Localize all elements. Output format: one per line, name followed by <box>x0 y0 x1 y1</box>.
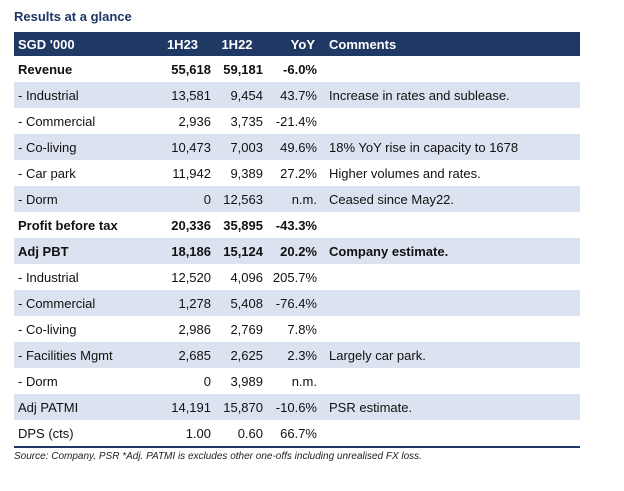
cell-1h22: 3,989 <box>230 373 263 389</box>
table-header-row: SGD '000 1H23 1H22 YoY Comments <box>14 32 580 56</box>
table-row: - Commercial 2,936 3,735 -21.4% <box>14 108 580 134</box>
cell-yoy: -21.4% <box>275 113 317 129</box>
table-row: Profit before tax 20,336 35,895 -43.3% <box>14 212 580 238</box>
cell-1h22: 59,181 <box>223 61 263 77</box>
row-label: - Car park <box>18 165 76 181</box>
table-row: Adj PATMI 14,191 15,870 -10.6% PSR estimate. <box>14 394 580 420</box>
cell-1h23: 2,685 <box>178 347 211 363</box>
cell-1h22: 9,454 <box>230 87 263 103</box>
cell-1h23: 14,191 <box>171 399 211 415</box>
cell-comment: PSR estimate. <box>329 399 413 415</box>
cell-yoy: -10.6% <box>275 399 317 415</box>
cell-yoy: 7.8% <box>287 321 317 337</box>
cell-comment: Largely car park. <box>329 347 426 363</box>
row-label: - Industrial <box>18 87 79 103</box>
cell-1h22: 0.60 <box>237 425 263 441</box>
cell-1h23: 2,936 <box>178 113 211 129</box>
table-row: Revenue 55,618 59,181 -6.0% <box>14 56 580 82</box>
table-row: - Co-living 10,473 7,003 49.6% 18% YoY rise … <box>14 134 580 160</box>
cell-1h23: 1,278 <box>178 295 211 311</box>
cell-1h22: 9,389 <box>230 165 263 181</box>
header-cell-1h23: 1H23 <box>166 36 199 52</box>
row-label: - Commercial <box>18 295 96 311</box>
header-cell-label: SGD '000 <box>18 36 75 52</box>
table-row: - Co-living 2,986 2,769 7.8% <box>14 316 580 342</box>
row-label: - Dorm <box>18 191 58 207</box>
cell-yoy: -76.4% <box>275 295 317 311</box>
table-row: - Facilities Mgmt 2,685 2,625 2.3% Largely c… <box>14 342 580 368</box>
cell-yoy: 49.6% <box>280 139 317 155</box>
cell-1h22: 4,096 <box>230 269 263 285</box>
row-label: Profit before tax <box>18 217 118 233</box>
row-label: - Dorm <box>18 373 58 389</box>
cell-comment: Ceased since May22. <box>329 191 455 207</box>
cell-comment: 18% YoY rise in capacity to 1678 <box>329 139 519 155</box>
cell-yoy: 27.2% <box>280 165 317 181</box>
cell-1h23: 0 <box>203 373 211 389</box>
cell-yoy: 2.3% <box>287 347 317 363</box>
cell-1h23: 12,520 <box>171 269 211 285</box>
table-title: Results at a glance <box>14 9 132 24</box>
cell-1h22: 5,408 <box>230 295 263 311</box>
cell-1h23: 10,473 <box>171 139 211 155</box>
table-row: - Car park 11,942 9,389 27.2% Higher volumes… <box>14 160 580 186</box>
header-cell-comments: Comments <box>329 36 397 52</box>
cell-comment: Higher volumes and rates. <box>329 165 481 181</box>
cell-yoy: n.m. <box>291 373 317 389</box>
cell-comment: Increase in rates and sublease. <box>329 87 510 103</box>
cell-yoy: 20.2% <box>280 243 317 259</box>
cell-1h23: 18,186 <box>171 243 211 259</box>
cell-1h23: 1.00 <box>185 425 211 441</box>
cell-yoy: n.m. <box>291 191 317 207</box>
table-bottom-rule <box>14 446 580 448</box>
table-row: Adj PBT 18,186 15,124 20.2% Company estimate… <box>14 238 580 264</box>
cell-yoy: 205.7% <box>272 269 317 285</box>
cell-yoy: -6.0% <box>283 61 317 77</box>
row-label: DPS (cts) <box>18 425 74 441</box>
cell-1h22: 2,769 <box>230 321 263 337</box>
row-label: Adj PATMI <box>18 399 79 415</box>
table-row: DPS (cts) 1.00 0.60 66.7% <box>14 420 580 446</box>
row-label: - Co-living <box>18 139 77 155</box>
cell-1h23: 20,336 <box>171 217 211 233</box>
cell-1h22: 2,625 <box>230 347 263 363</box>
cell-1h23: 2,986 <box>178 321 211 337</box>
table-row: - Dorm 0 12,563 n.m. Ceased since May22. <box>14 186 580 212</box>
row-label: - Commercial <box>18 113 96 129</box>
cell-1h23: 13,581 <box>171 87 211 103</box>
table-row: - Dorm 0 3,989 n.m. <box>14 368 580 394</box>
cell-1h23: 11,942 <box>172 165 211 181</box>
table-row: - Industrial 13,581 9,454 43.7% Increase in … <box>14 82 580 108</box>
results-table: SGD '000 1H23 1H22 YoY Comments Revenue 5… <box>14 32 580 448</box>
row-label: Adj PBT <box>18 243 69 259</box>
cell-yoy: 43.7% <box>280 87 317 103</box>
cell-1h22: 15,124 <box>223 243 263 259</box>
cell-1h22: 7,003 <box>230 139 263 155</box>
table-row: - Commercial 1,278 5,408 -76.4% <box>14 290 580 316</box>
table-body: Revenue 55,618 59,181 -6.0% - Industrial 13,5… <box>14 56 580 446</box>
header-cell-yoy: YoY <box>290 36 315 52</box>
row-label: Revenue <box>18 61 73 77</box>
cell-1h22: 12,563 <box>223 191 263 207</box>
cell-1h23: 55,618 <box>171 61 211 77</box>
row-label: - Industrial <box>18 269 79 285</box>
header-cell-1h22: 1H22 <box>221 36 253 52</box>
cell-yoy: -43.3% <box>275 217 317 233</box>
cell-comment: Company estimate. <box>329 243 449 259</box>
table-row: - Industrial 12,520 4,096 205.7% <box>14 264 580 290</box>
cell-1h23: 0 <box>203 191 211 207</box>
row-label: - Facilities Mgmt <box>18 347 113 363</box>
cell-1h22: 3,735 <box>230 113 263 129</box>
cell-1h22: 15,870 <box>223 399 263 415</box>
source-note: Source: Company, PSR *Adj. PATMI is excl… <box>14 451 422 462</box>
cell-1h22: 35,895 <box>223 217 263 233</box>
row-label: - Co-living <box>18 321 77 337</box>
cell-yoy: 66.7% <box>280 425 317 441</box>
